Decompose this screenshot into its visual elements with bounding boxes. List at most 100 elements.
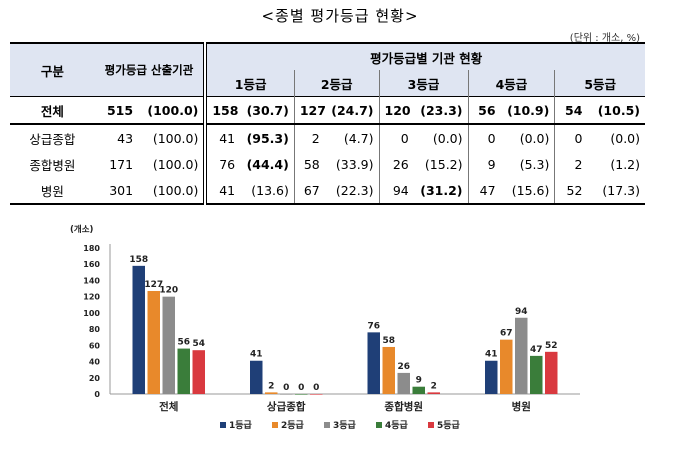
- cell-total: 171: [109, 156, 134, 172]
- legend-label: 3등급: [333, 420, 357, 431]
- data-label: 67: [500, 329, 513, 339]
- row-label: 전체: [10, 96, 95, 125]
- header-grade-4: 4등급: [468, 70, 556, 97]
- y-axis-label: (개소): [70, 224, 94, 235]
- data-label: 26: [397, 362, 410, 372]
- cell-g1: 76: [219, 156, 236, 172]
- cell-g4-pct: (15.6): [500, 177, 556, 205]
- cell-total-pct: (100.0): [138, 151, 208, 177]
- data-label: 76: [367, 321, 380, 331]
- y-tick-label: 60: [89, 341, 101, 350]
- header-category: 구분: [10, 42, 95, 97]
- cell-g2-pct: (22.3): [324, 177, 380, 205]
- cell-g3-pct: (31.2): [413, 177, 469, 205]
- legend-label: 5등급: [437, 420, 461, 431]
- data-label: 2: [431, 381, 437, 391]
- cell-g3-pct: (15.2): [413, 151, 469, 177]
- cell-g2-pct: (24.7): [324, 96, 380, 125]
- bar: [485, 360, 498, 394]
- bar: [265, 392, 278, 394]
- data-label: 0: [283, 383, 289, 393]
- header-grade-5: 5등급: [554, 70, 645, 97]
- bar: [132, 265, 145, 394]
- bar: [545, 351, 558, 394]
- page-title: <종별 평가등급 현황>: [261, 7, 419, 25]
- legend-label: 1등급: [229, 420, 253, 431]
- cell-total: 515: [94, 96, 139, 125]
- cell-g2-pct: (4.7): [324, 124, 380, 151]
- bar: [250, 360, 263, 394]
- y-tick-label: 180: [83, 244, 100, 253]
- bar: [295, 394, 308, 395]
- data-label: 120: [159, 286, 178, 296]
- cell-g5: 54: [554, 96, 588, 125]
- bar: [382, 346, 395, 394]
- cell-g3-pct: (0.0): [413, 124, 469, 151]
- y-tick-label: 160: [83, 260, 100, 269]
- data-label: 54: [192, 339, 205, 349]
- cell-g2: 67: [294, 177, 325, 205]
- bar: [162, 296, 175, 394]
- legend-swatch: [428, 422, 434, 428]
- row-label: 병원: [10, 177, 95, 205]
- cell-g1: 41: [205, 177, 241, 205]
- table-row-general: 종합병원 171 (100.0) 76 (44.4) 58 (33.9) 26 …: [10, 151, 645, 177]
- category-label: 병원: [512, 400, 531, 413]
- header-grade-group: 평가등급별 기관 현황: [205, 42, 645, 70]
- bar: [397, 372, 410, 394]
- data-label: 0: [298, 383, 304, 393]
- cell-g3: 0: [400, 130, 409, 146]
- cell-total: 301: [94, 177, 139, 205]
- cell-g2: 58: [303, 156, 320, 172]
- data-label: 41: [485, 350, 498, 360]
- row-label: 상급종합: [29, 131, 76, 147]
- bar: [310, 394, 323, 395]
- bar: [530, 355, 543, 394]
- cell-total-pct: (100.0): [138, 124, 208, 151]
- header-grade-1: 1등급: [205, 70, 295, 97]
- cell-g2: 127: [294, 96, 325, 125]
- data-label: 41: [250, 350, 263, 360]
- cell-g3: 94: [379, 177, 414, 205]
- cell-g4-pct: (5.3): [500, 151, 556, 177]
- cell-g5: 2: [574, 156, 583, 172]
- cell-g1-pct: (95.3): [240, 124, 295, 151]
- bar: [515, 317, 528, 394]
- bar: [412, 386, 425, 394]
- cell-g2-pct: (33.9): [324, 151, 380, 177]
- data-label: 94: [515, 307, 528, 317]
- cell-g1: 41: [219, 130, 236, 146]
- data-label: 47: [530, 345, 543, 355]
- legend-swatch: [220, 422, 226, 428]
- cell-g5: 0: [574, 130, 583, 146]
- y-tick-label: 0: [94, 390, 100, 399]
- row-label: 종합병원: [29, 157, 76, 173]
- cell-total-pct: (100.0): [138, 96, 208, 125]
- cell-g2: 2: [311, 130, 320, 146]
- table-row-tertiary: 상급종합 43 (100.0) 41 (95.3) 2 (4.7) 0 (0.0…: [10, 124, 645, 151]
- bar: [427, 392, 440, 394]
- cell-g4: 0: [487, 130, 496, 146]
- cell-g1-pct: (30.7): [240, 96, 295, 125]
- header-grade-2: 2등급: [294, 70, 380, 97]
- data-label: 56: [177, 338, 190, 348]
- table-subheader-row: 1등급 2등급 3등급 4등급 5등급: [10, 70, 645, 97]
- data-label: 0: [313, 383, 319, 393]
- data-label: 127: [144, 280, 163, 290]
- cell-g3: 26: [392, 156, 409, 172]
- grade-status-table: 구분 평가등급 산출기관 평가등급별 기관 현황 1등급 2등급 3등급 4등급…: [10, 42, 645, 205]
- cell-g1-pct: (44.4): [240, 151, 295, 177]
- cell-g5-pct: (1.2): [610, 156, 640, 172]
- table-row-total: 전체 515 (100.0) 158 (30.7) 127 (24.7) 120…: [10, 96, 645, 125]
- data-label: 58: [382, 336, 395, 346]
- cell-total: 43: [117, 130, 134, 146]
- y-tick-label: 100: [83, 309, 100, 318]
- data-label: 158: [129, 255, 148, 265]
- legend-label: 4등급: [385, 420, 409, 431]
- category-label: 전체: [159, 400, 178, 413]
- bar: [177, 348, 190, 394]
- category-label: 종합병원: [384, 400, 423, 413]
- y-tick-label: 120: [83, 293, 100, 302]
- cell-g1: 158: [205, 96, 241, 125]
- legend-swatch: [376, 422, 382, 428]
